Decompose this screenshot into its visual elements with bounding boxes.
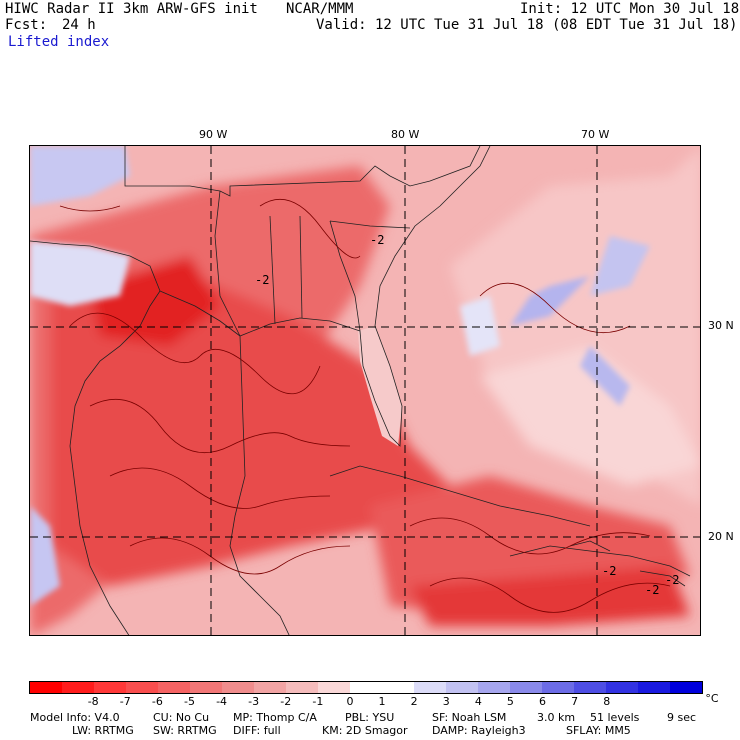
color-scale-tick-label: -3 [248, 695, 260, 708]
color-scale-tick-label: -5 [183, 695, 195, 708]
km-option: KM: 2D Smagor [322, 724, 408, 737]
color-scale-tick-label: 8 [603, 695, 611, 708]
color-scale-cell [286, 682, 318, 693]
color-scale-cell [414, 682, 446, 693]
color-scale-cell [190, 682, 222, 693]
contours [59, 198, 671, 613]
vertical-levels: 51 levels [590, 711, 640, 724]
color-scale-bar [29, 681, 703, 694]
color-scale-cell [382, 682, 414, 693]
color-scale-cell [350, 682, 382, 693]
color-scale-cell [446, 682, 478, 693]
surface-layer-option: SFLAY: MM5 [566, 724, 631, 737]
color-scale-cell [30, 682, 62, 693]
time-step: 9 sec [667, 711, 697, 724]
lon-label-90w: 90 W [199, 128, 228, 141]
color-scale-tick-label: -1 [312, 695, 324, 708]
longwave-scheme: LW: RRTMG [72, 724, 134, 737]
color-scale-cell [318, 682, 350, 693]
contour-label: -2 [665, 573, 680, 587]
valid-time: Valid: 12 UTC Tue 31 Jul 18 (08 EDT Tue … [316, 17, 738, 33]
init-time: Init: 12 UTC Mon 30 Jul 18 [520, 1, 740, 17]
color-scale-cell [638, 682, 670, 693]
color-scale-cell [62, 682, 94, 693]
lon-label-70w: 70 W [581, 128, 610, 141]
color-scale-cell [478, 682, 510, 693]
damping-option: DAMP: Rayleigh3 [432, 724, 526, 737]
color-scale-cell [574, 682, 606, 693]
lat-label-30n: 30 N [708, 319, 734, 332]
boundaries [30, 146, 691, 635]
color-scale-tick-label: 6 [539, 695, 547, 708]
color-scale-cell [94, 682, 126, 693]
contour-label: -2 [370, 233, 385, 247]
color-scale-tick-label: 3 [442, 695, 450, 708]
instability-field [30, 147, 700, 635]
color-scale-cell [542, 682, 574, 693]
florida-peninsula [358, 326, 402, 446]
color-scale-tick-label: -7 [119, 695, 131, 708]
grid-resolution: 3.0 km [537, 711, 576, 724]
color-scale-cell [222, 682, 254, 693]
forecast-label: Fcst: [5, 17, 48, 33]
diffusion-option: DIFF: full [233, 724, 281, 737]
color-scale-unit: °C [705, 692, 719, 705]
model-info: Model Info: V4.0 [30, 711, 120, 724]
field-name: Lifted index [8, 34, 110, 50]
color-scale-cell [606, 682, 638, 693]
color-scale-cell [126, 682, 158, 693]
contour-label: -2 [645, 583, 660, 597]
color-scale-tick-label: 1 [378, 695, 386, 708]
color-scale-cell [510, 682, 542, 693]
forecast-hour: 24 h [62, 17, 96, 33]
shortwave-scheme: SW: RRTMG [153, 724, 217, 737]
product-title: HIWC Radar II 3km ARW-GFS init [5, 1, 258, 17]
contour-label: -2 [255, 273, 270, 287]
color-scale-tick-label: 0 [346, 695, 354, 708]
color-scale-tick-label: 5 [506, 695, 514, 708]
pbl-scheme: PBL: YSU [345, 711, 395, 724]
color-scale-cell [254, 682, 286, 693]
forecast-map: -2 -2 -2 -2 -2 [29, 145, 701, 636]
lon-label-80w: 80 W [391, 128, 420, 141]
color-scale-tick-label: 2 [410, 695, 418, 708]
color-scale-tick-label: -8 [87, 695, 99, 708]
color-scale-tick-label: -2 [280, 695, 292, 708]
cumulus-scheme: CU: No Cu [153, 711, 210, 724]
contour-label: -2 [602, 564, 617, 578]
color-scale-tick-label: 4 [474, 695, 482, 708]
color-scale-tick-label: -4 [216, 695, 228, 708]
color-scale-cell [670, 682, 702, 693]
map-canvas [30, 146, 700, 635]
stable-areas [30, 146, 650, 606]
color-scale-tick-label: 7 [571, 695, 579, 708]
surface-scheme: SF: Noah LSM [432, 711, 507, 724]
lat-label-20n: 20 N [708, 530, 734, 543]
microphysics-scheme: MP: Thomp C/A [233, 711, 317, 724]
organization-label: NCAR/MMM [286, 1, 354, 17]
lat-lon-grid [30, 146, 700, 635]
color-scale-cell [158, 682, 190, 693]
color-scale-tick-label: -6 [151, 695, 163, 708]
